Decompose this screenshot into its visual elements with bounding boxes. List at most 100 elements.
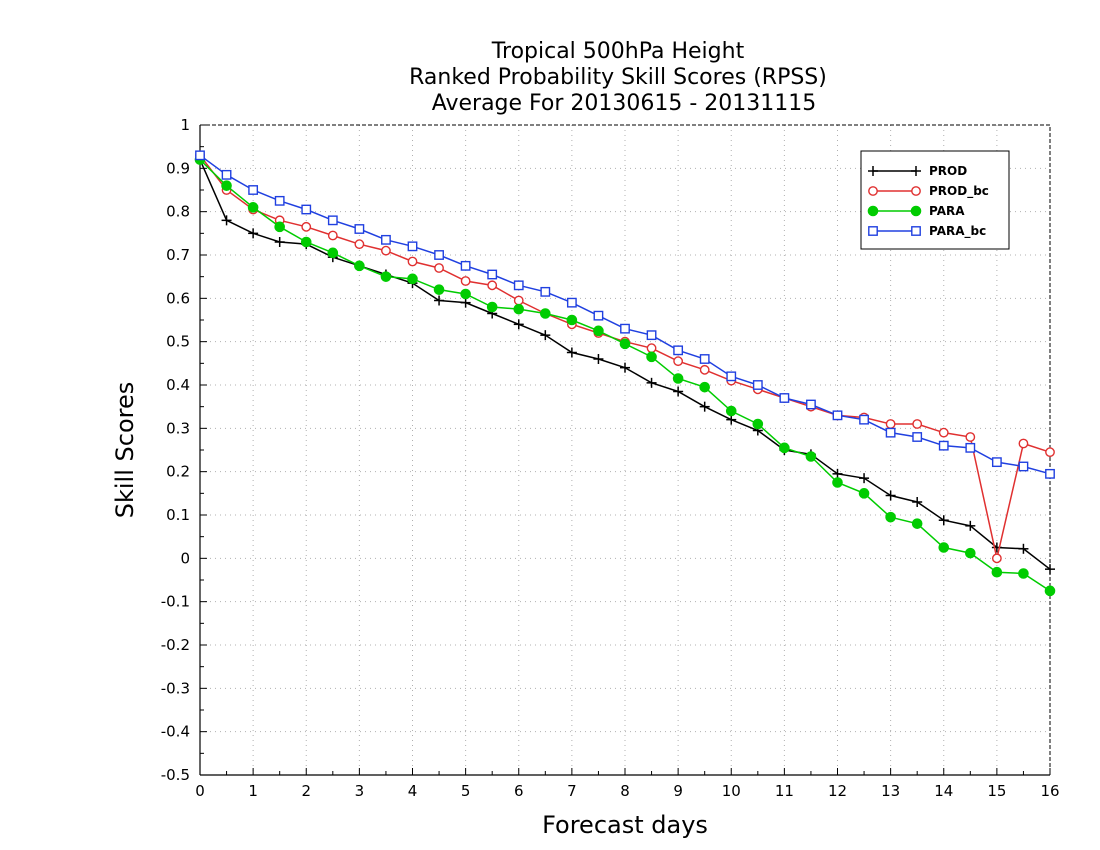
data-point-para: [699, 381, 710, 393]
data-point-para-bc: [274, 195, 285, 206]
x-tick-label: 11: [775, 782, 794, 800]
data-point-prod-bc: [991, 553, 1002, 564]
data-point-para: [991, 566, 1003, 578]
y-tick-label: 0.6: [166, 289, 190, 307]
data-point-prod: [938, 515, 949, 526]
data-point-para-bc: [354, 224, 365, 234]
data-point-para: [593, 325, 604, 337]
y-tick-label: 0: [180, 549, 190, 567]
data-point-prod: [434, 295, 445, 306]
data-point-prod: [885, 490, 896, 501]
x-tick-label: 1: [248, 782, 258, 800]
legend-box: [860, 150, 1010, 250]
data-point-prod-bc: [301, 221, 312, 232]
data-point-para-bc: [726, 371, 737, 382]
y-tick-label: 0.5: [166, 333, 190, 351]
y-tick-label: -0.4: [161, 723, 190, 741]
series-layer: [194, 150, 1056, 597]
data-point-para-bc: [487, 269, 498, 280]
y-tick-label: 0.3: [166, 419, 190, 437]
data-point-para-bc: [806, 399, 816, 410]
data-point-prod: [991, 542, 1002, 553]
data-point-prod-bc: [1045, 447, 1055, 458]
data-point-prod-bc: [434, 263, 444, 273]
data-point-para: [938, 542, 950, 553]
data-point-para-bc: [752, 380, 763, 390]
data-point-prod-bc: [381, 245, 391, 256]
data-point-para: [274, 221, 285, 233]
data-point-para-bc: [832, 410, 843, 421]
x-tick-label: 4: [408, 782, 418, 800]
data-point-para: [858, 488, 870, 499]
data-point-para-bc: [248, 185, 259, 195]
data-point-para: [247, 202, 259, 213]
data-point-prod-bc: [1018, 438, 1029, 449]
y-tick-label: 0.7: [166, 246, 190, 264]
x-tick-label: 10: [722, 782, 741, 800]
data-point-prod-bc: [460, 276, 471, 286]
x-tick-label: 8: [620, 782, 630, 800]
x-tick-label: 16: [1040, 782, 1059, 800]
data-point-para: [646, 351, 657, 363]
data-point-para-bc: [513, 280, 524, 291]
data-point-prod: [673, 386, 684, 397]
chart-title-line-1: Tropical 500hPa Height: [491, 39, 745, 64]
data-point-para-bc: [991, 457, 1002, 468]
data-point-prod-bc: [354, 239, 365, 250]
data-point-para: [300, 236, 312, 248]
data-point-para: [221, 180, 232, 191]
data-point-prod: [726, 414, 737, 425]
data-point-para: [832, 477, 843, 488]
x-tick-label: 12: [828, 782, 847, 800]
data-point-prod-bc: [487, 280, 498, 291]
x-tick-label: 9: [673, 782, 683, 800]
x-axis: 0 1 2 3 4 5 6 7 8 9 10 11 12 13 14 15 16: [195, 768, 1060, 800]
data-point-para: [540, 308, 551, 319]
data-point-para: [1018, 568, 1029, 579]
legend-label: PROD_bc: [929, 184, 989, 199]
data-point-para-bc: [381, 234, 391, 245]
data-point-para: [885, 511, 896, 523]
data-point-para: [513, 303, 525, 315]
data-point-para-bc: [407, 241, 418, 252]
y-tick-label: -0.5: [161, 766, 190, 784]
data-point-para-bc: [1045, 468, 1055, 479]
y-axis: -0.5 -0.4 -0.3 -0.2 -0.1 0 0.1 0.2 0.3 0.4 0.5 0.6 0…: [161, 116, 207, 784]
data-point-para-bc: [460, 260, 471, 271]
data-point-para: [779, 442, 790, 454]
x-tick-label: 13: [881, 782, 900, 800]
data-point-prod: [460, 297, 471, 308]
data-point-para: [354, 260, 365, 272]
data-point-prod-bc: [327, 230, 338, 241]
chart-title: Tropical 500hPa Height Ranked Probabilit…: [409, 39, 827, 116]
data-point-para-bc: [779, 393, 790, 403]
data-point-prod: [1045, 564, 1055, 575]
data-point-prod: [221, 215, 232, 226]
y-tick-label: -0.2: [161, 636, 190, 654]
data-point-para: [566, 314, 578, 326]
x-tick-label: 15: [987, 782, 1006, 800]
data-point-para: [965, 547, 976, 559]
x-tick-label: 2: [301, 782, 311, 800]
data-point-para-bc: [593, 310, 604, 321]
y-axis-label: Skill Scores: [111, 382, 139, 519]
data-point-prod-bc: [646, 343, 657, 354]
data-point-para: [805, 451, 817, 462]
data-point-para-bc: [301, 204, 312, 215]
chart-title-line-2: Ranked Probability Skill Scores (RPSS): [409, 65, 827, 90]
data-point-prod-bc: [699, 364, 710, 375]
y-tick-label: 0.4: [166, 376, 190, 394]
legend-marker: [911, 186, 921, 196]
data-point-para-bc: [859, 414, 869, 425]
y-tick-label: 1: [180, 116, 190, 134]
legend-item-prod: PROD: [868, 164, 967, 178]
data-point-para: [1044, 585, 1056, 597]
x-tick-label: 14: [934, 782, 953, 800]
legend-marker: [868, 186, 878, 196]
data-point-para: [911, 518, 923, 529]
data-point-para-bc: [938, 440, 949, 451]
data-point-para: [725, 405, 737, 417]
data-point-prod: [699, 401, 710, 412]
data-point-para-bc: [195, 150, 205, 161]
data-point-prod: [646, 377, 657, 388]
